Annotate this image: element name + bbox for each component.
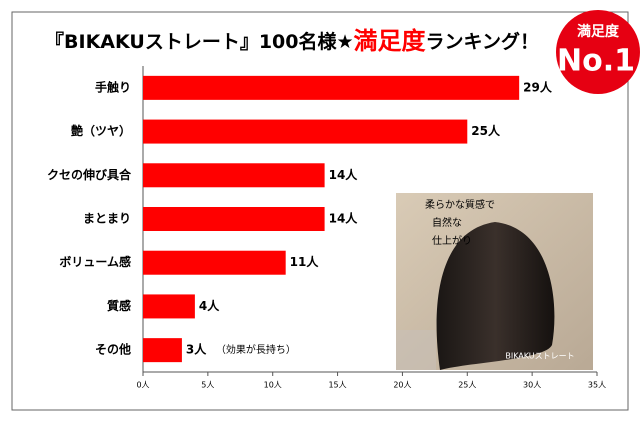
annotation: （効果が長持ち） (216, 343, 296, 356)
photo-hair (436, 222, 555, 370)
chart-title: 『BIKAKUストレート』100名様★満足度ランキング！ (45, 27, 539, 55)
x-tick-label: 15人 (328, 381, 346, 390)
x-tick-label: 20人 (393, 381, 411, 390)
y-tick-label: クセの伸び具合 (47, 167, 132, 182)
badge-label: 満足度 (577, 23, 620, 40)
value-label: 4人 (199, 298, 220, 313)
x-tick-label: 10人 (264, 381, 282, 390)
value-label: 14人 (329, 211, 359, 226)
x-tick-label: 5人 (201, 381, 214, 390)
y-tick-label: その他 (95, 342, 131, 357)
value-label: 3人 (186, 342, 207, 357)
photo: 柔らかな質感で 自然な 仕上がり BIKAKUストレート (396, 193, 593, 370)
title-highlight: 満足度 (354, 27, 427, 55)
y-tick-label: 手触り (95, 79, 131, 94)
y-tick-label: 艶（ツヤ） (71, 123, 131, 138)
photo-detail (396, 330, 436, 370)
x-tick-label: 35人 (588, 381, 606, 390)
bar (143, 250, 286, 275)
value-label: 25人 (471, 123, 501, 138)
bar (143, 207, 325, 231)
bar (143, 119, 468, 144)
bar (143, 163, 325, 188)
x-tick-label: 0人 (136, 381, 149, 390)
badge-circle (556, 10, 640, 94)
title-part: ランキング！ (426, 30, 539, 53)
title-part: 『BIKAKUストレート』100名様★ (45, 30, 354, 53)
bar (143, 294, 195, 319)
badge: 満足度 No.1 (556, 10, 640, 94)
value-label: 29人 (523, 79, 553, 94)
y-tick-label: ボリューム感 (59, 254, 131, 269)
x-tick-label: 25人 (458, 381, 476, 390)
bar (143, 338, 182, 363)
photo-caption: 仕上がり (432, 234, 472, 247)
photo-caption: 自然な (432, 216, 462, 229)
y-tick-label: まとまり (83, 212, 131, 226)
bar (143, 75, 520, 100)
badge-rank: No.1 (557, 44, 635, 79)
value-label: 11人 (290, 254, 320, 269)
photo-brand: BIKAKUストレート (505, 352, 574, 361)
photo-caption: 柔らかな質感で (425, 198, 495, 211)
value-label: 14人 (329, 167, 359, 182)
x-tick-label: 30人 (523, 381, 541, 390)
y-tick-label: 質感 (107, 298, 131, 313)
